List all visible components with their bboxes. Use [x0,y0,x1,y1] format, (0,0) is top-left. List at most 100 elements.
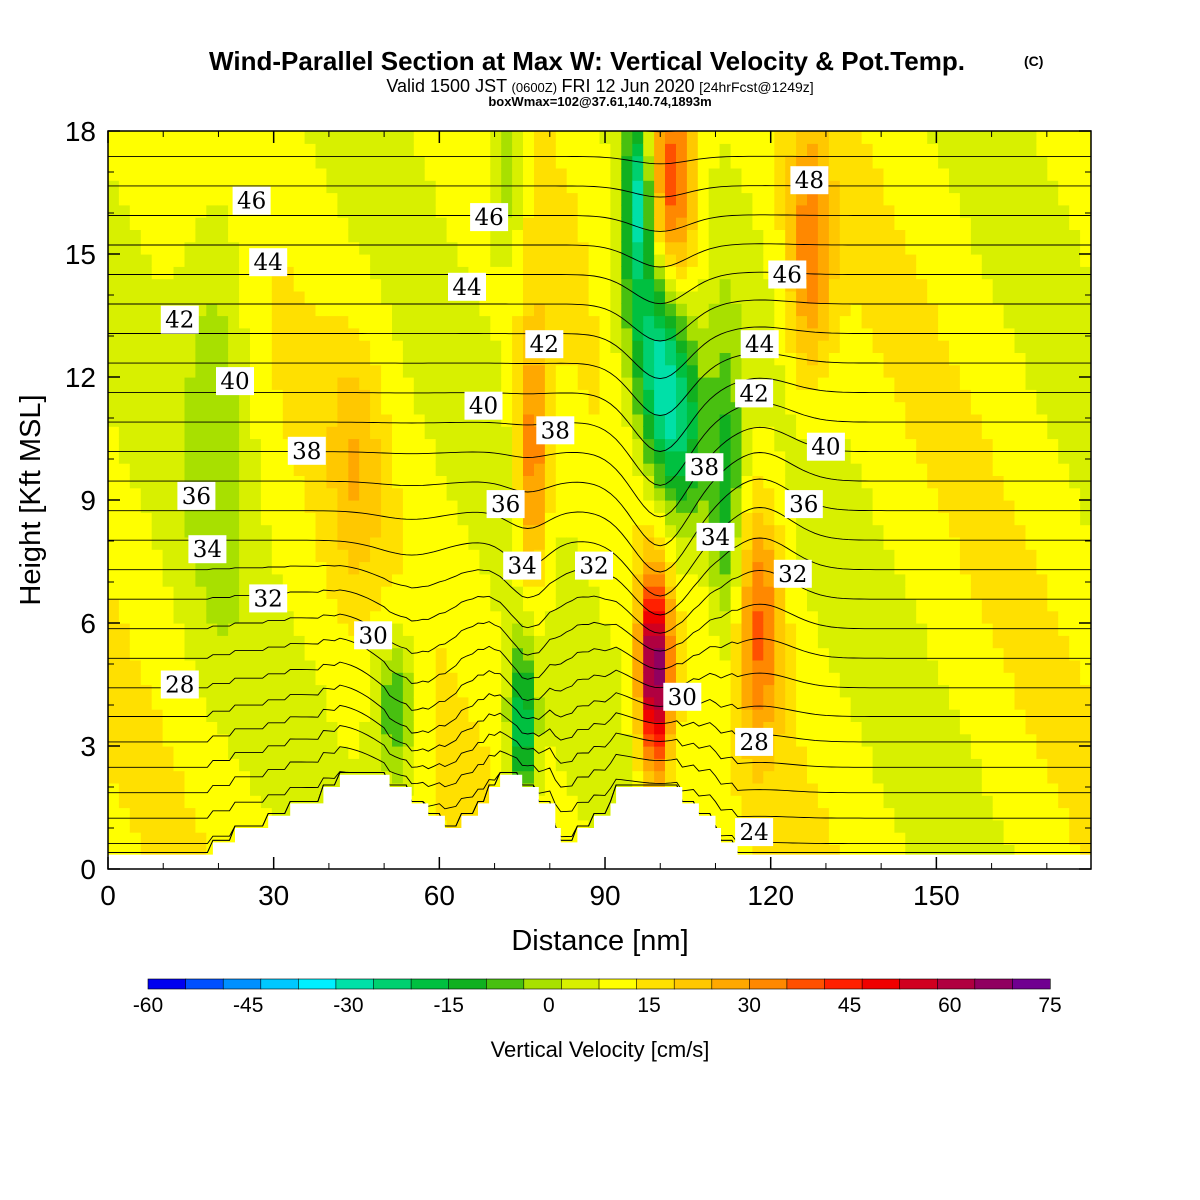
field-cell [129,684,142,698]
field-cell [774,389,786,403]
field-cell [697,709,710,722]
field-cell [916,131,928,144]
field-cell [621,659,633,673]
field-cell [108,795,120,809]
field-cell [839,278,852,292]
field-cell [850,167,863,181]
field-cell [304,389,317,403]
field-cell [599,598,611,612]
field-cell [697,647,710,661]
field-cell [861,217,874,230]
field-cell [894,500,906,513]
field-cell [807,549,819,563]
field-cell [162,536,175,550]
field-cell [457,303,469,317]
field-cell [763,463,775,476]
field-cell [195,192,207,206]
field-cell [402,426,415,440]
field-cell [643,266,655,280]
field-cell [402,278,415,292]
field-cell [959,377,972,390]
field-cell [697,377,710,390]
field-cell [654,364,666,378]
field-cell [676,623,688,636]
field-cell [774,659,786,673]
field-cell [807,684,819,698]
field-cell [927,364,939,378]
field-cell [228,475,240,489]
field-cell [534,266,546,280]
field-cell [883,610,895,624]
field-cell [752,696,764,710]
field-cell [763,364,775,378]
field-cell [315,549,327,563]
field-cell [719,290,732,304]
field-cell [250,143,262,157]
field-cell [730,192,743,206]
field-cell [271,241,284,255]
field-cell [435,463,448,476]
field-cell [566,586,579,599]
field-cell [304,770,317,784]
field-cell [927,303,939,317]
field-cell [632,426,644,440]
field-cell [173,610,185,624]
field-cell [894,647,906,661]
field-cell [239,721,251,735]
field-cell [217,500,229,513]
field-cell [228,512,240,526]
field-cell [315,204,327,218]
field-cell [392,315,404,329]
field-cell [730,770,743,784]
field-cell [828,315,841,329]
field-cell [195,770,207,784]
field-cell [370,303,382,317]
field-cell [326,241,338,255]
field-cell [392,475,404,489]
field-cell [992,315,1005,329]
field-cell [927,463,939,476]
field-cell [686,327,699,341]
field-cell [250,290,262,304]
field-cell [118,659,131,673]
field-cell [162,512,175,526]
field-cell [807,819,819,833]
field-cell [817,782,830,796]
field-cell [577,401,590,415]
field-cell [173,229,185,243]
field-cell [665,758,677,772]
field-cell [162,758,175,772]
field-cell [129,795,142,809]
field-cell [588,229,601,243]
field-cell [271,610,284,624]
field-cell [676,254,688,267]
field-cell [1014,844,1026,858]
field-cell [392,561,404,575]
field-cell [534,364,546,378]
field-cell [544,229,557,243]
field-cell [894,573,906,587]
field-cell [927,635,939,649]
field-cell [217,413,229,427]
field-cell [271,413,284,427]
field-cell [501,303,513,317]
field-cell [315,598,327,612]
field-cell [217,229,229,243]
field-cell [555,500,568,513]
field-cell [730,709,743,722]
field-cell [315,500,327,513]
field-cell [534,598,546,612]
field-cell [665,487,677,501]
field-cell [402,254,415,267]
field-cell [610,487,622,501]
field-cell [905,598,917,612]
field-cell [326,413,338,427]
field-cell [752,672,764,686]
field-cell [610,364,622,378]
field-cell [228,549,240,563]
field-cell [708,733,721,747]
field-cell [599,746,611,759]
field-cell [785,684,797,698]
field-cell [304,352,317,366]
field-cell [785,303,797,317]
